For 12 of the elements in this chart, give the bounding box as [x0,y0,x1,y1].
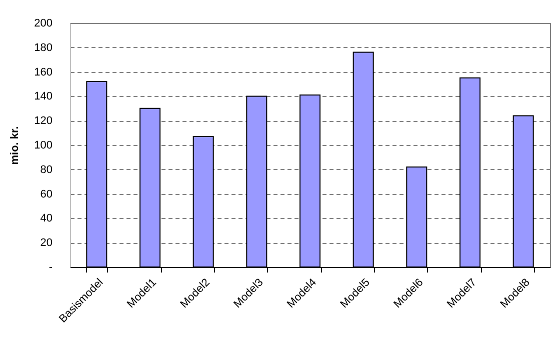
y-tick-label: 60 [40,188,52,200]
y-tick-label: 20 [40,237,52,250]
y-tick-label: 160 [34,66,52,78]
y-tick-label: 120 [34,115,52,128]
y-tick-label: 40 [40,212,52,225]
y-tick-label: - [48,262,53,274]
y-tick-label: 100 [34,140,52,152]
y-axis-title: mio. kr. [9,126,22,165]
y-tick-label: 140 [34,90,52,103]
y-tick-label: 200 [34,18,52,30]
y-tick-label: 180 [34,42,52,54]
y-tick-label: 80 [40,164,52,176]
